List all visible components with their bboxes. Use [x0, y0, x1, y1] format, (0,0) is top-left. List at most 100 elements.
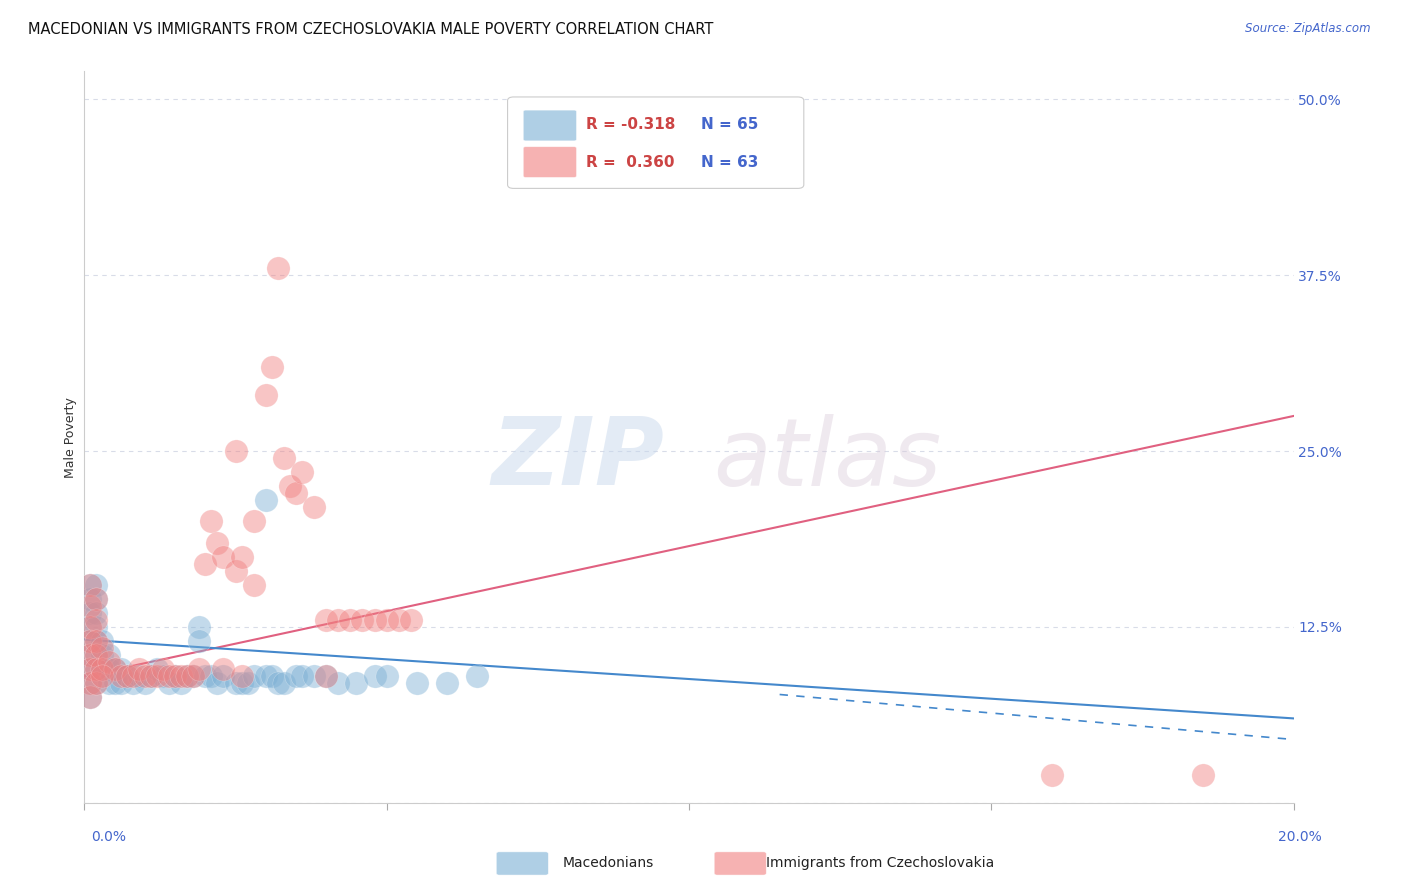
Point	[225, 676, 247, 690]
Point	[315, 613, 337, 627]
Point	[254, 669, 277, 683]
Point	[302, 669, 325, 683]
FancyBboxPatch shape	[523, 110, 576, 141]
Point	[110, 676, 132, 690]
Point	[86, 613, 108, 627]
Point	[363, 613, 385, 627]
Point	[273, 676, 295, 690]
Point	[399, 613, 422, 627]
Point	[212, 549, 235, 564]
Point	[79, 690, 101, 705]
Text: ZIP: ZIP	[492, 413, 665, 505]
Point	[79, 690, 101, 705]
Point	[170, 669, 193, 683]
Point	[165, 669, 187, 683]
Point	[115, 669, 138, 683]
Point	[315, 669, 337, 683]
Point	[86, 676, 108, 690]
Point	[86, 620, 108, 634]
Text: N = 65: N = 65	[702, 117, 758, 132]
Point	[91, 662, 114, 676]
Point	[285, 669, 308, 683]
Point	[225, 564, 247, 578]
Point	[79, 662, 101, 676]
Point	[315, 669, 337, 683]
Point	[436, 676, 458, 690]
Point	[467, 669, 489, 683]
Point	[194, 557, 217, 571]
Point	[152, 669, 174, 683]
Point	[86, 648, 108, 662]
Point	[79, 620, 101, 634]
Point	[328, 676, 350, 690]
Point	[110, 662, 132, 676]
Text: MACEDONIAN VS IMMIGRANTS FROM CZECHOSLOVAKIA MALE POVERTY CORRELATION CHART: MACEDONIAN VS IMMIGRANTS FROM CZECHOSLOV…	[28, 22, 713, 37]
Point	[79, 620, 101, 634]
Point	[79, 578, 101, 592]
Point	[260, 669, 283, 683]
Point	[200, 669, 222, 683]
Point	[91, 648, 114, 662]
Point	[181, 669, 204, 683]
Point	[231, 549, 253, 564]
Point	[86, 606, 108, 620]
Point	[285, 486, 308, 500]
Point	[242, 578, 264, 592]
Point	[176, 669, 198, 683]
Point	[236, 676, 259, 690]
Point	[128, 669, 150, 683]
Point	[104, 676, 127, 690]
Point	[134, 669, 156, 683]
Point	[86, 676, 108, 690]
Text: Immigrants from Czechoslovakia: Immigrants from Czechoslovakia	[766, 855, 994, 870]
Point	[91, 641, 114, 656]
Point	[375, 613, 398, 627]
Point	[139, 669, 162, 683]
Point	[152, 662, 174, 676]
Point	[339, 613, 361, 627]
Point	[86, 591, 108, 606]
Point	[212, 669, 235, 683]
Point	[260, 359, 283, 374]
Point	[157, 669, 180, 683]
Point	[352, 613, 374, 627]
Point	[79, 591, 101, 606]
Point	[157, 676, 180, 690]
Point	[267, 676, 290, 690]
Point	[91, 634, 114, 648]
Point	[406, 676, 429, 690]
Point	[363, 669, 385, 683]
Point	[86, 662, 108, 676]
Point	[97, 676, 120, 690]
Text: Macedonians: Macedonians	[562, 855, 654, 870]
Point	[134, 676, 156, 690]
Point	[346, 676, 368, 690]
Point	[225, 444, 247, 458]
Point	[267, 261, 290, 276]
Text: 20.0%: 20.0%	[1278, 830, 1322, 844]
Point	[328, 613, 350, 627]
Point	[86, 648, 108, 662]
Point	[207, 676, 229, 690]
Point	[388, 613, 411, 627]
Point	[91, 662, 114, 676]
Y-axis label: Male Poverty: Male Poverty	[65, 397, 77, 477]
Point	[212, 662, 235, 676]
Point	[104, 662, 127, 676]
Point	[86, 578, 108, 592]
Point	[86, 591, 108, 606]
Point	[79, 599, 101, 613]
Text: 0.0%: 0.0%	[91, 830, 127, 844]
Point	[91, 669, 114, 683]
Point	[110, 669, 132, 683]
Point	[302, 500, 325, 515]
Point	[194, 669, 217, 683]
Point	[139, 669, 162, 683]
FancyBboxPatch shape	[508, 97, 804, 188]
Point	[79, 676, 101, 690]
Text: R = -0.318: R = -0.318	[586, 117, 675, 132]
Point	[79, 662, 101, 676]
Text: atlas: atlas	[713, 414, 942, 505]
Point	[188, 662, 211, 676]
Point	[97, 662, 120, 676]
